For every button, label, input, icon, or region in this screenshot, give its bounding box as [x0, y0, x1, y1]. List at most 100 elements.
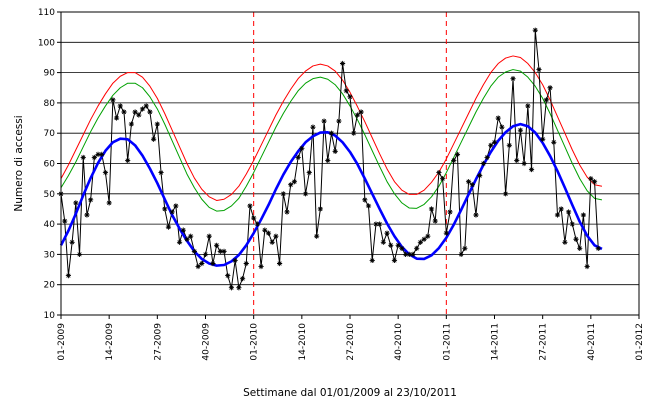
y-axis-ticks: 10 20 30 40 50 60 70 80 90 100 110	[38, 8, 61, 321]
data-point-marker	[232, 257, 238, 264]
data-point-marker	[110, 97, 116, 103]
data-point-marker	[591, 179, 598, 185]
data-point-marker	[169, 209, 175, 215]
data-point-marker	[573, 236, 579, 242]
data-point-marker	[291, 179, 298, 185]
data-point-marker	[432, 218, 438, 224]
data-point-marker	[217, 248, 223, 254]
data-point-marker	[191, 248, 197, 254]
data-point-marker	[377, 221, 383, 227]
data-point-marker	[176, 239, 183, 245]
x-tick-label: 01-2009	[57, 323, 67, 361]
data-point-marker	[384, 230, 390, 236]
data-point-marker	[332, 148, 338, 154]
y-tick-label: 40	[44, 220, 56, 230]
data-point-marker	[566, 209, 572, 215]
data-point-marker	[262, 227, 268, 233]
data-point-marker	[395, 242, 401, 248]
data-point-marker	[314, 233, 320, 239]
x-axis-ticks: 01-2009 14-2009 27-2009 40-2009 01-2010 14-20…	[57, 315, 645, 361]
data-point-marker	[188, 233, 194, 239]
data-point-marker	[447, 209, 453, 215]
data-point-marker	[139, 106, 146, 112]
data-point-marker	[76, 251, 83, 257]
data-point-marker	[328, 130, 335, 136]
data-point-marker	[499, 124, 505, 130]
data-point-marker	[443, 230, 449, 236]
data-point-marker	[417, 239, 423, 245]
data-point-marker	[210, 260, 216, 267]
data-point-marker	[95, 151, 101, 158]
data-point-marker	[239, 276, 246, 282]
data-point-marker	[273, 233, 279, 239]
data-point-marker	[462, 245, 468, 251]
data-point-marker	[402, 251, 409, 257]
data-point-marker	[321, 118, 327, 124]
data-point-marker	[228, 285, 235, 291]
data-point-marker	[225, 273, 231, 279]
x-axis-label: Settimane dal 01/01/2009 al 23/10/2011	[243, 387, 457, 399]
data-point-marker	[251, 215, 257, 221]
y-tick-label: 20	[44, 281, 56, 291]
data-point-marker	[121, 109, 127, 115]
data-point-marker	[295, 154, 301, 161]
data-point-marker	[306, 169, 312, 176]
data-point-marker	[554, 212, 561, 218]
y-axis-label: Numero di accessi	[13, 115, 25, 211]
data-point-marker	[102, 169, 109, 176]
data-point-marker	[347, 94, 353, 100]
data-point-marker	[158, 169, 164, 176]
y-tick-label: 110	[38, 8, 55, 18]
data-point-marker	[343, 88, 349, 94]
data-point-marker	[410, 251, 416, 257]
data-point-marker	[521, 160, 527, 167]
data-point-marker	[380, 239, 386, 245]
x-tick-label: 01-2012	[635, 323, 645, 361]
data-point-marker	[488, 142, 494, 148]
data-point-marker	[388, 242, 394, 248]
data-point-marker	[195, 263, 201, 270]
data-point-marker	[88, 197, 94, 203]
data-point-marker	[132, 109, 138, 115]
x-tick-label: 14-2010	[298, 323, 308, 361]
data-point-marker	[106, 200, 112, 206]
data-point-marker	[547, 85, 553, 91]
x-tick-label: 14-2009	[105, 323, 115, 361]
data-point-marker	[236, 285, 242, 291]
data-point-marker	[351, 130, 357, 136]
data-point-marker	[484, 154, 490, 161]
data-point-marker	[440, 176, 446, 182]
data-point-marker	[514, 157, 520, 164]
data-point-marker	[532, 27, 538, 33]
data-point-marker	[325, 157, 331, 164]
data-point-marker	[491, 139, 498, 145]
y-tick-label: 10	[44, 311, 56, 321]
data-point-marker	[113, 115, 120, 121]
data-point-marker	[525, 103, 531, 109]
data-point-marker	[269, 239, 275, 245]
x-tick-label: 01-2010	[250, 323, 260, 361]
x-tick-label: 40-2009	[202, 323, 212, 361]
data-point-marker	[421, 236, 427, 242]
data-point-marker	[454, 151, 461, 158]
data-point-marker	[284, 209, 290, 215]
data-point-marker	[99, 151, 105, 158]
data-point-marker	[510, 76, 516, 82]
data-point-marker	[65, 273, 72, 279]
data-point-marker	[551, 139, 557, 145]
data-point-marker	[503, 191, 509, 197]
data-point-marker	[517, 127, 524, 133]
data-point-marker	[451, 157, 457, 164]
data-point-marker	[569, 221, 575, 227]
data-point-marker	[354, 112, 361, 118]
data-point-marker	[206, 233, 212, 239]
data-point-marker	[214, 242, 220, 248]
year-separators	[253, 12, 447, 315]
data-point-marker	[362, 197, 368, 203]
data-point-marker	[473, 212, 479, 218]
data-point-marker	[399, 245, 405, 251]
y-tick-label: 80	[44, 99, 56, 109]
data-point-marker	[562, 239, 568, 245]
y-tick-label: 60	[44, 160, 56, 170]
